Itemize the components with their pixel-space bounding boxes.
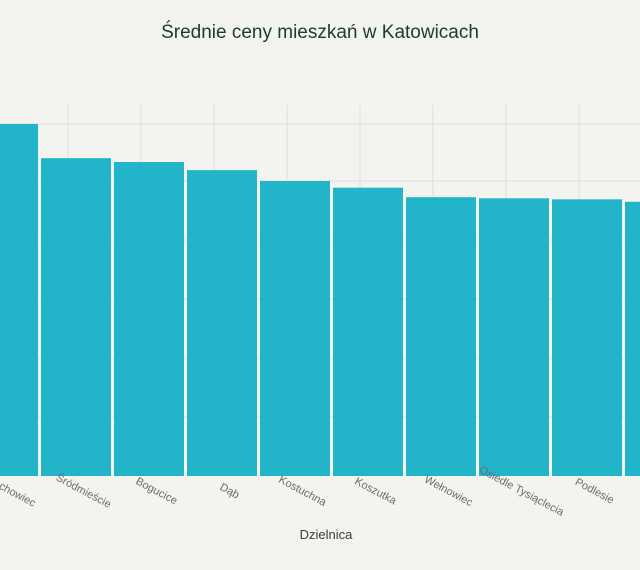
bars [0, 124, 640, 477]
chart-title: Średnie ceny mieszkań w Katowicach [161, 22, 479, 43]
x-axis-label: Dzielnica [300, 527, 354, 542]
bar [625, 201, 640, 477]
x-tick-label: Śródmieście [54, 471, 114, 511]
x-tick-label: Podlesie [573, 476, 616, 506]
x-tick-label: Koszutka [353, 475, 399, 507]
bar [187, 170, 257, 476]
bar [260, 181, 330, 477]
x-tick-label: Bogucice [134, 475, 180, 507]
x-tick-label: Dąb [218, 481, 241, 501]
bar [479, 198, 549, 476]
bar [41, 158, 111, 477]
bar [114, 162, 184, 477]
bar [333, 187, 403, 476]
bar [552, 199, 622, 476]
x-tick-label: Kostuchna [277, 474, 329, 509]
bar [0, 124, 38, 476]
x-tick-label: Muchowiec [0, 473, 38, 510]
x-tick-label: Wełnowiec [422, 474, 475, 510]
bar [406, 197, 476, 476]
